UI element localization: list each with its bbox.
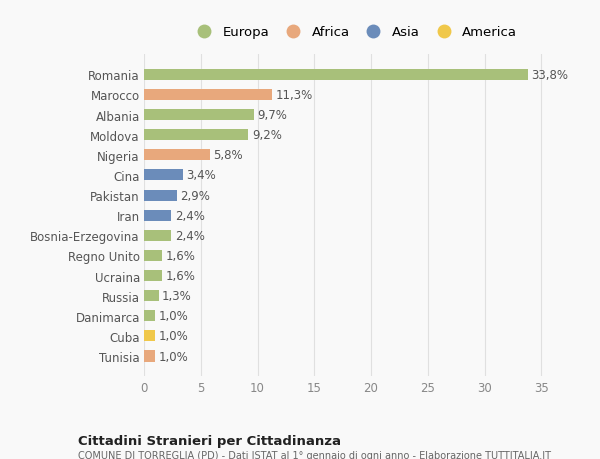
Text: 11,3%: 11,3% (275, 89, 313, 102)
Bar (144, 190, 177, 201)
Text: COMUNE DI TORREGLIA (PD) - Dati ISTAT al 1° gennaio di ogni anno - Elaborazione : COMUNE DI TORREGLIA (PD) - Dati ISTAT al… (78, 450, 551, 459)
Bar (144, 170, 182, 181)
Bar (144, 130, 248, 141)
Bar (144, 330, 155, 341)
Text: 1,3%: 1,3% (162, 290, 192, 302)
Text: 33,8%: 33,8% (531, 69, 568, 82)
Bar (144, 70, 527, 81)
Text: 2,4%: 2,4% (175, 230, 205, 242)
Bar (144, 110, 254, 121)
Text: 9,7%: 9,7% (257, 109, 287, 122)
Text: 1,0%: 1,0% (159, 310, 188, 323)
Text: 2,9%: 2,9% (181, 189, 210, 202)
Bar (144, 311, 155, 322)
Text: 2,4%: 2,4% (175, 209, 205, 222)
Text: 1,6%: 1,6% (166, 269, 196, 282)
Bar (144, 230, 171, 241)
Text: 1,0%: 1,0% (159, 350, 188, 363)
Bar (144, 150, 210, 161)
Text: Cittadini Stranieri per Cittadinanza: Cittadini Stranieri per Cittadinanza (78, 434, 341, 447)
Text: 9,2%: 9,2% (252, 129, 282, 142)
Text: 5,8%: 5,8% (213, 149, 243, 162)
Bar (144, 270, 162, 281)
Bar (144, 90, 272, 101)
Bar (144, 291, 159, 302)
Bar (144, 250, 162, 262)
Text: 3,4%: 3,4% (186, 169, 216, 182)
Text: 1,0%: 1,0% (159, 330, 188, 343)
Bar (144, 351, 155, 362)
Bar (144, 210, 171, 221)
Legend: Europa, Africa, Asia, America: Europa, Africa, Asia, America (191, 26, 517, 39)
Text: 1,6%: 1,6% (166, 249, 196, 263)
